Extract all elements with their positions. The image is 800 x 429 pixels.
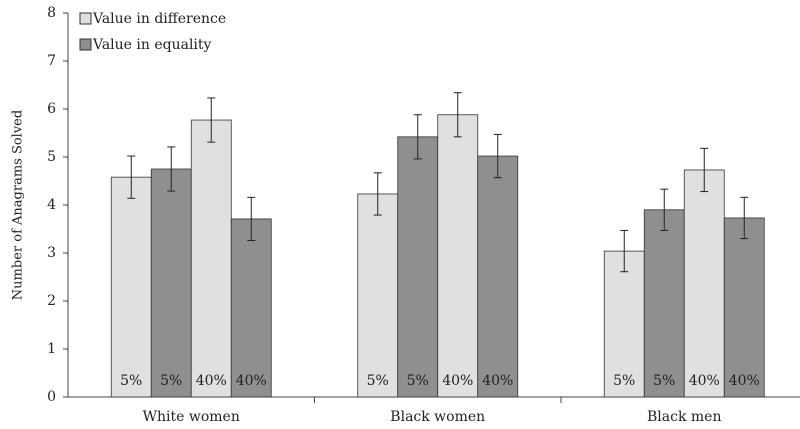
y-tick-label: 5	[47, 149, 56, 165]
x-tick-label: Black women	[390, 409, 485, 425]
error-bar	[453, 92, 462, 138]
y-tick-label: 3	[47, 245, 56, 261]
error-bar	[127, 155, 136, 199]
bar	[477, 155, 519, 398]
y-tick-label: 7	[47, 53, 56, 69]
bar	[723, 217, 765, 398]
error-bar	[740, 196, 749, 240]
bar	[437, 114, 479, 398]
y-axis-label: Number of Anagrams Solved	[11, 110, 26, 300]
bar-condition-label: 5%	[653, 373, 675, 389]
bar	[150, 168, 192, 398]
y-tick-label: 0	[47, 389, 56, 405]
error-bar	[373, 172, 382, 216]
y-tick-label: 8	[47, 5, 56, 21]
bar	[230, 218, 272, 398]
bar-condition-label: 40%	[236, 373, 267, 389]
error-bar	[493, 133, 502, 179]
bar	[643, 209, 685, 398]
bar	[397, 136, 439, 398]
error-bar	[620, 229, 629, 273]
bar-condition-label: 5%	[160, 373, 182, 389]
bar-condition-label: 5%	[407, 373, 429, 389]
bar-condition-label: 40%	[196, 373, 227, 389]
bar-condition-label: 40%	[442, 373, 473, 389]
error-bar	[660, 188, 669, 231]
legend-swatch	[79, 38, 92, 51]
bar-condition-label: 40%	[729, 373, 760, 389]
y-tick-label: 2	[47, 293, 56, 309]
bar	[110, 176, 152, 398]
bar-condition-label: 5%	[120, 373, 142, 389]
legend-label: Value in difference	[92, 11, 226, 27]
error-bar	[247, 196, 256, 242]
error-bar	[207, 97, 216, 143]
error-bar	[700, 147, 709, 193]
legend-label: Value in equality	[92, 37, 212, 53]
bar-condition-label: 5%	[613, 373, 635, 389]
bar-condition-label: 5%	[367, 373, 389, 389]
bar	[190, 119, 232, 398]
legend-swatch	[79, 12, 92, 25]
y-tick-label: 1	[47, 341, 56, 357]
y-tick-label: 6	[47, 101, 56, 117]
bar-condition-label: 40%	[482, 373, 513, 389]
y-tick-label: 4	[47, 197, 56, 213]
error-bar	[167, 146, 176, 192]
error-bar	[413, 114, 422, 160]
bar	[357, 193, 399, 398]
bar	[683, 169, 725, 398]
x-tick-label: White women	[143, 409, 240, 425]
x-tick-label: Black men	[647, 409, 721, 425]
bar-condition-label: 40%	[689, 373, 720, 389]
